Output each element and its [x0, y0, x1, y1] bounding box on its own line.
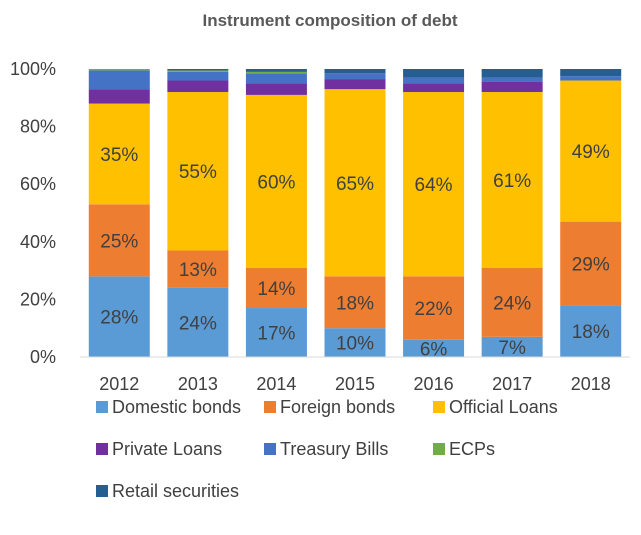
bar-segment: [88, 276, 150, 357]
y-tick-label: 100%: [10, 59, 56, 79]
legend-label: ECPs: [449, 439, 495, 459]
legend-label: Domestic bonds: [112, 397, 241, 417]
y-tick-label: 60%: [20, 174, 56, 194]
x-tick-label: 2013: [178, 374, 218, 394]
bar-segment: [245, 73, 307, 84]
bar-segment: [481, 336, 543, 357]
y-tick-label: 0%: [30, 347, 56, 367]
bar-segment: [88, 103, 150, 205]
bar-segment: [324, 73, 386, 80]
bar-segment: [88, 204, 150, 277]
y-tick-label: 80%: [20, 117, 56, 137]
data-label: 14%: [257, 279, 295, 300]
data-label: 65%: [336, 174, 374, 195]
data-label: 22%: [415, 299, 453, 320]
y-tick-label: 20%: [20, 289, 56, 309]
data-label: 24%: [179, 313, 217, 334]
bar-segment: [167, 70, 229, 72]
bar-segment: [560, 76, 622, 81]
legend-swatch: [96, 443, 108, 455]
bar-segment: [245, 94, 307, 268]
data-label: 18%: [336, 293, 374, 314]
legend-swatch: [433, 443, 445, 455]
bar-segment: [324, 79, 386, 90]
x-tick-label: 2012: [99, 374, 139, 394]
data-label: 29%: [572, 254, 610, 275]
bar-segment: [88, 70, 150, 90]
data-label: 25%: [100, 231, 138, 252]
bar-segment: [245, 69, 307, 72]
bar-segment: [167, 80, 229, 93]
data-label: 17%: [257, 324, 295, 345]
bar-segment: [88, 69, 150, 71]
y-axis: 0% 20% 40% 60% 80% 100%: [10, 59, 56, 367]
legend: Domestic bonds Foreign bonds Official Loan…: [96, 397, 558, 501]
data-label: 10%: [336, 334, 374, 355]
x-tick-label: 2017: [492, 374, 532, 394]
data-label: 64%: [415, 175, 453, 196]
x-axis: 2012 2013 2014 2015 2016 2017 2018: [99, 374, 610, 394]
bar-segment: [403, 77, 465, 84]
data-labels: 28% 25% 35% 24% 13% 55% 17% 14% 60% 10% 18% 65% 6% 22…: [100, 142, 610, 360]
data-label: 7%: [498, 338, 526, 359]
legend-label: Treasury Bills: [280, 439, 388, 459]
legend-label: Retail securities: [112, 481, 239, 501]
bar-segment: [481, 81, 543, 93]
bar-segment: [560, 305, 622, 357]
bar-segment: [403, 92, 465, 277]
chart-title: Instrument composition of debt: [203, 11, 458, 30]
x-tick-label: 2016: [414, 374, 454, 394]
data-label: 6%: [420, 339, 448, 360]
bar-segment: [324, 69, 386, 74]
bar-segment: [167, 71, 229, 81]
bar-segment: [245, 308, 307, 357]
bar-segment: [324, 276, 386, 329]
bar-segment: [481, 69, 543, 78]
y-tick-label: 40%: [20, 232, 56, 252]
data-label: 28%: [100, 308, 138, 329]
data-label: 13%: [179, 260, 217, 281]
bar-segment: [403, 69, 465, 78]
legend-label: Private Loans: [112, 439, 222, 459]
bar-segment: [481, 92, 543, 268]
legend-label: Foreign bonds: [280, 397, 395, 417]
bar-segment: [481, 77, 543, 82]
data-label: 24%: [493, 293, 531, 314]
bar-segment: [403, 276, 465, 340]
data-label: 35%: [100, 145, 138, 166]
bar-segment: [324, 328, 386, 357]
bar-segment: [88, 89, 150, 104]
x-tick-label: 2018: [571, 374, 611, 394]
bar-segment: [560, 69, 622, 77]
x-tick-label: 2015: [335, 374, 375, 394]
legend-swatch: [96, 485, 108, 497]
data-label: 61%: [493, 171, 531, 192]
legend-swatch: [433, 401, 445, 413]
bar-segment: [245, 267, 307, 309]
bar-segment: [167, 250, 229, 288]
bar-segment: [245, 71, 307, 74]
data-label: 60%: [257, 172, 295, 193]
bars: [88, 69, 622, 357]
bar-segment: [403, 83, 465, 93]
bar-segment: [167, 92, 229, 251]
bar-segment: [560, 221, 622, 306]
legend-swatch: [96, 401, 108, 413]
x-tick-label: 2014: [256, 374, 296, 394]
bar-segment: [403, 339, 465, 357]
bar-segment: [167, 69, 229, 71]
bar-segment: [560, 80, 622, 222]
data-label: 55%: [179, 162, 217, 183]
legend-swatch: [264, 401, 276, 413]
data-label: 18%: [572, 322, 610, 343]
bar-segment: [167, 287, 229, 357]
bar-segment: [481, 267, 543, 337]
data-label: 49%: [572, 142, 610, 163]
legend-label: Official Loans: [449, 397, 558, 417]
bar-segment: [324, 89, 386, 277]
legend-swatch: [264, 443, 276, 455]
bar-segment: [245, 83, 307, 95]
